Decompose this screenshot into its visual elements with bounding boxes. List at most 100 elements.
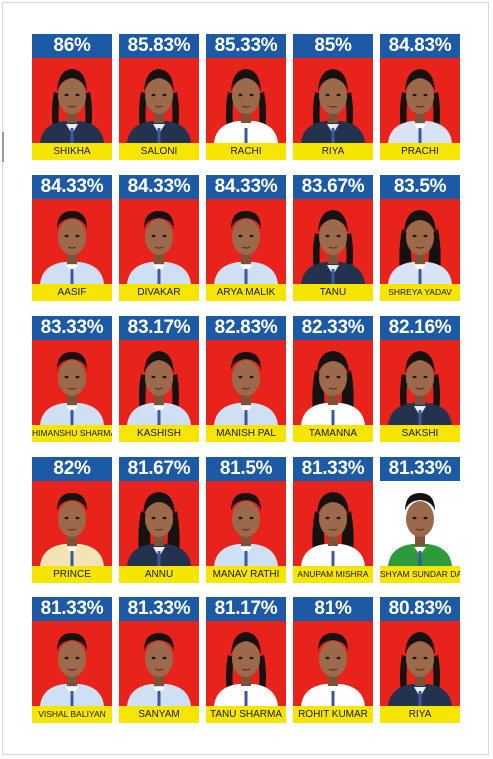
- student-card: 83.5% SHREYA YADAV: [380, 175, 460, 303]
- student-name: AASIF: [32, 284, 112, 301]
- student-photo: [119, 199, 199, 284]
- student-photo: [32, 199, 112, 284]
- student-name: SAKSHI: [380, 425, 460, 442]
- student-name: ANUPAM MISHRA: [293, 566, 373, 583]
- percentage-label: 85.83%: [119, 34, 199, 58]
- student-name: TAMANNA: [293, 425, 373, 442]
- percentage-label: 86%: [32, 34, 112, 58]
- student-name: SANYAM: [119, 706, 199, 723]
- percentage-label: 82.83%: [206, 316, 286, 340]
- student-name: PRACHI: [380, 143, 460, 160]
- percentage-label: 84.33%: [32, 175, 112, 199]
- student-photo: [293, 340, 373, 425]
- percentage-label: 85%: [293, 34, 373, 58]
- student-photo: [32, 621, 112, 706]
- percentage-label: 81%: [293, 597, 373, 621]
- percentage-label: 84.83%: [380, 34, 460, 58]
- student-name: RIYA: [293, 143, 373, 160]
- student-name: ROHIT KUMAR: [293, 706, 373, 723]
- student-photo: [380, 621, 460, 706]
- student-card: 81.5% MANAV RATHI: [206, 457, 286, 585]
- student-card: 81.17% TANU SHARMA: [206, 597, 286, 725]
- student-card: 81.67% ANNU: [119, 457, 199, 585]
- percentage-label: 84.33%: [119, 175, 199, 199]
- student-photo: [380, 340, 460, 425]
- student-card: 82% PRINCE: [32, 457, 112, 585]
- student-photo: [293, 199, 373, 284]
- student-card: 85% RIYA: [293, 34, 373, 162]
- student-photo: [206, 199, 286, 284]
- percentage-label: 83.67%: [293, 175, 373, 199]
- student-name: RACHI: [206, 143, 286, 160]
- student-card: 84.83% PRACHI: [380, 34, 460, 162]
- student-name: TANU: [293, 284, 373, 301]
- student-name: PRINCE: [32, 566, 112, 583]
- percentage-label: 83.5%: [380, 175, 460, 199]
- student-name: VISHAL BALIYAN: [32, 706, 112, 723]
- percentage-label: 85.33%: [206, 34, 286, 58]
- student-photo: [293, 481, 373, 566]
- percentage-label: 81.33%: [380, 457, 460, 481]
- student-card: 81.33% VISHAL BALIYAN: [32, 597, 112, 725]
- percentage-label: 81.5%: [206, 457, 286, 481]
- student-photo: [119, 340, 199, 425]
- student-card: 82.83% MANISH PAL: [206, 316, 286, 444]
- student-photo: [380, 481, 460, 566]
- student-photo: [380, 58, 460, 143]
- student-card: 81% ROHIT KUMAR: [293, 597, 373, 725]
- percentage-label: 83.17%: [119, 316, 199, 340]
- student-photo: [32, 340, 112, 425]
- student-photo: [293, 58, 373, 143]
- percentage-label: 82.33%: [293, 316, 373, 340]
- student-photo: [206, 481, 286, 566]
- student-photo: [32, 481, 112, 566]
- edge-mark: [2, 132, 4, 162]
- student-card: 83.33% HIMANSHU SHARMA: [32, 316, 112, 444]
- student-photo: [119, 58, 199, 143]
- student-card: 81.33% ANUPAM MISHRA: [293, 457, 373, 585]
- student-photo: [380, 199, 460, 284]
- percentage-label: 84.33%: [206, 175, 286, 199]
- percentage-label: 81.67%: [119, 457, 199, 481]
- student-photo: [119, 621, 199, 706]
- student-name: RIYA: [380, 706, 460, 723]
- student-photo: [293, 621, 373, 706]
- student-name: DIVAKAR: [119, 284, 199, 301]
- student-photo: [119, 481, 199, 566]
- student-card: 85.33% RACHI: [206, 34, 286, 162]
- student-photo: [32, 58, 112, 143]
- student-name: KASHISH: [119, 425, 199, 442]
- percentage-label: 83.33%: [32, 316, 112, 340]
- student-name: TANU SHARMA: [206, 706, 286, 723]
- student-photo: [206, 621, 286, 706]
- percentage-label: 82.16%: [380, 316, 460, 340]
- student-name: MANISH PAL: [206, 425, 286, 442]
- student-card: 83.67% TANU: [293, 175, 373, 303]
- student-name: HIMANSHU SHARMA: [32, 425, 112, 442]
- percentage-label: 81.33%: [32, 597, 112, 621]
- student-name: ARYA MALIK: [206, 284, 286, 301]
- student-name: SALONI: [119, 143, 199, 160]
- student-card: 80.83% RIYA: [380, 597, 460, 725]
- student-name: MANAV RATHI: [206, 566, 286, 583]
- student-photo: [206, 58, 286, 143]
- percentage-label: 82%: [32, 457, 112, 481]
- student-card: 81.33% SANYAM: [119, 597, 199, 725]
- student-card: 85.83% SALONI: [119, 34, 199, 162]
- percentage-label: 81.33%: [119, 597, 199, 621]
- student-card: 82.16% SAKSHI: [380, 316, 460, 444]
- student-name: SHREYA YADAV: [380, 284, 460, 301]
- student-card: 84.33% AASIF: [32, 175, 112, 303]
- student-card: 84.33% ARYA MALIK: [206, 175, 286, 303]
- student-card: 81.33% SHYAM SUNDAR DAS: [380, 457, 460, 585]
- student-name: SHYAM SUNDAR DAS: [380, 566, 460, 583]
- student-card: 83.17% KASHISH: [119, 316, 199, 444]
- student-card: 86% SHIKHA: [32, 34, 112, 162]
- student-photo: [206, 340, 286, 425]
- percentage-label: 81.17%: [206, 597, 286, 621]
- percentage-label: 80.83%: [380, 597, 460, 621]
- student-name: SHIKHA: [32, 143, 112, 160]
- student-name: ANNU: [119, 566, 199, 583]
- percentage-label: 81.33%: [293, 457, 373, 481]
